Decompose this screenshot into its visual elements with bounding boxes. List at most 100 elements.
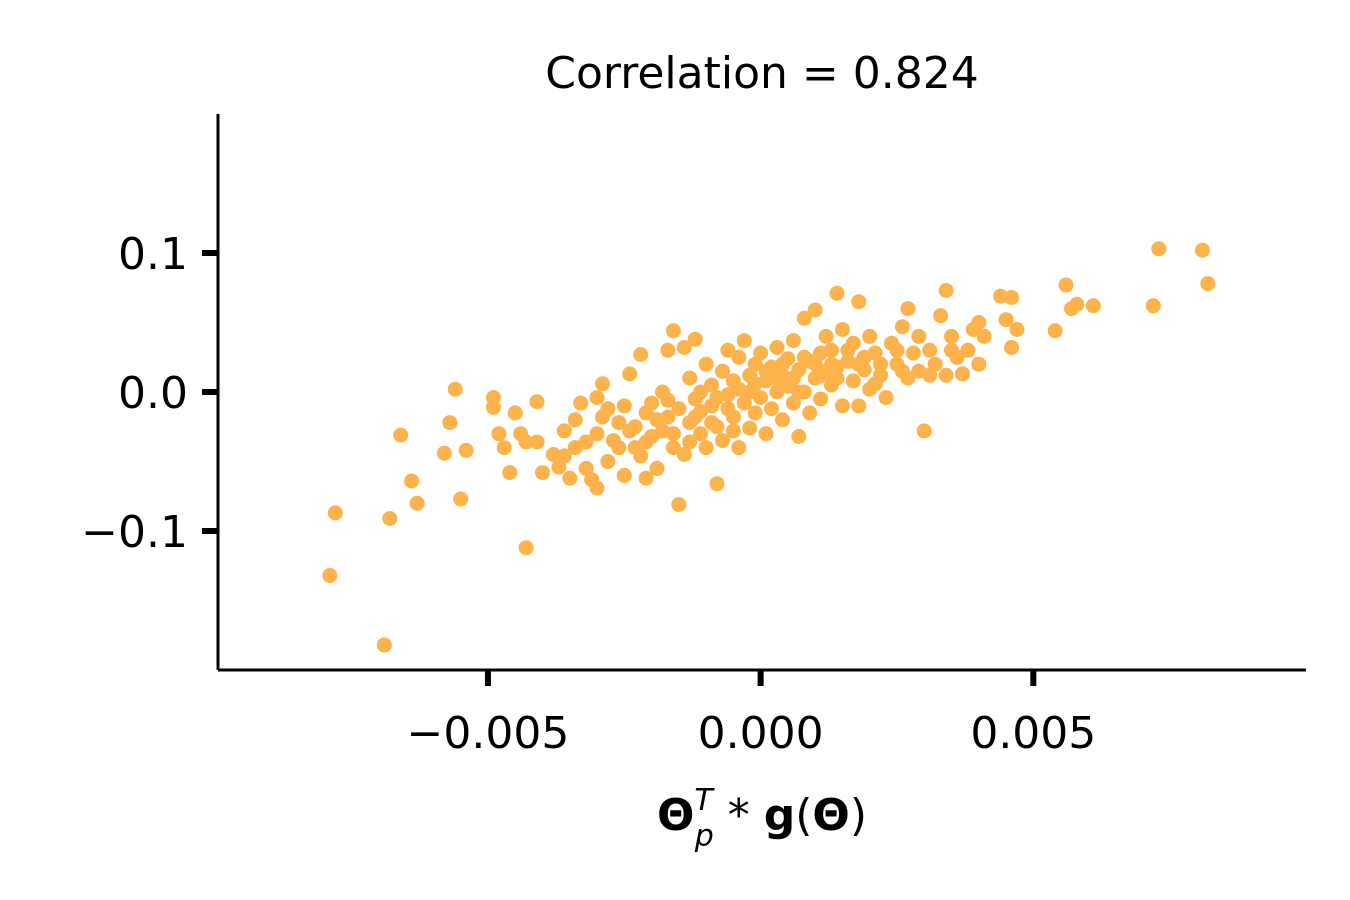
data-point	[660, 342, 676, 358]
data-point	[785, 370, 801, 386]
data-point	[736, 395, 752, 411]
data-point	[442, 415, 458, 431]
data-point	[649, 412, 665, 428]
data-point	[649, 460, 665, 476]
data-point	[622, 423, 638, 439]
data-point	[600, 454, 616, 469]
xlabel-theta: Θ	[812, 790, 849, 841]
data-point	[551, 459, 567, 475]
data-point	[491, 426, 507, 442]
y-tick-label: −0.1	[81, 507, 188, 558]
data-point	[1145, 298, 1161, 314]
data-point	[616, 398, 632, 414]
data-point	[851, 398, 867, 414]
data-point	[742, 420, 758, 436]
data-point	[922, 367, 938, 383]
data-point	[715, 433, 730, 449]
data-point	[1194, 242, 1210, 258]
data-point	[851, 294, 867, 310]
data-point	[960, 342, 976, 358]
data-point	[496, 440, 512, 456]
data-point	[1069, 296, 1085, 312]
data-point	[611, 415, 627, 431]
data-point	[927, 356, 943, 372]
data-point	[818, 328, 834, 344]
data-point	[573, 395, 589, 411]
data-point	[802, 405, 818, 421]
data-point	[758, 363, 774, 379]
data-point	[1058, 277, 1074, 293]
data-point	[556, 423, 572, 439]
data-point	[911, 328, 927, 344]
data-point	[813, 391, 829, 407]
data-point	[796, 310, 812, 326]
xlabel-theta-p: Θ	[657, 790, 694, 841]
data-point	[698, 356, 714, 372]
data-point	[556, 448, 572, 464]
data-point	[611, 440, 627, 456]
data-point	[971, 315, 987, 330]
data-point	[715, 363, 730, 379]
data-point	[720, 401, 736, 417]
data-point	[660, 392, 676, 408]
data-point	[1200, 276, 1216, 292]
data-point	[775, 412, 790, 428]
data-point	[878, 390, 894, 406]
data-point	[971, 356, 987, 372]
data-point	[834, 398, 850, 414]
data-point	[824, 356, 839, 372]
data-point	[769, 340, 785, 355]
chart-title: Correlation = 0.824	[545, 48, 978, 99]
data-point	[894, 363, 910, 379]
data-point	[933, 308, 949, 324]
data-point	[709, 476, 725, 492]
data-point	[829, 370, 845, 386]
data-point	[747, 376, 763, 392]
data-point	[1151, 241, 1167, 257]
data-point	[693, 384, 709, 400]
data-point	[567, 412, 583, 428]
data-point	[731, 349, 747, 365]
data-point	[665, 426, 681, 442]
data-point	[485, 399, 501, 415]
data-point	[693, 426, 709, 442]
data-point	[922, 342, 938, 358]
data-point	[775, 356, 790, 372]
data-point	[518, 434, 534, 450]
data-point	[409, 495, 425, 511]
xlabel-lparen: (	[795, 790, 812, 841]
data-point	[676, 447, 692, 462]
data-point	[747, 405, 763, 421]
data-point	[595, 376, 610, 392]
data-point	[758, 426, 774, 442]
data-point	[916, 423, 932, 439]
data-point	[600, 401, 616, 417]
data-point	[704, 377, 720, 393]
data-point	[813, 367, 829, 383]
data-point	[638, 470, 654, 486]
data-point	[796, 349, 812, 365]
data-point	[731, 440, 747, 456]
data-point	[954, 366, 970, 382]
data-point	[704, 415, 720, 431]
y-tick-label: 0.1	[118, 229, 188, 280]
ticks-layer: −0.005 0.000 0.005 −0.1 0.0 0.1	[81, 229, 1096, 759]
data-point	[589, 426, 605, 442]
data-point	[725, 423, 741, 439]
data-point	[785, 333, 801, 349]
data-point	[873, 356, 889, 372]
data-point	[529, 394, 545, 410]
x-tick-label: 0.000	[698, 708, 824, 759]
data-point	[562, 470, 578, 486]
data-point	[327, 505, 343, 521]
data-point	[993, 288, 1009, 304]
data-point	[807, 302, 823, 318]
data-point	[840, 342, 856, 358]
data-point	[698, 440, 714, 456]
data-point	[638, 434, 654, 450]
data-point	[889, 342, 905, 358]
xlabel-rparen: )	[850, 790, 867, 841]
data-point	[671, 401, 687, 417]
data-point	[894, 319, 910, 335]
